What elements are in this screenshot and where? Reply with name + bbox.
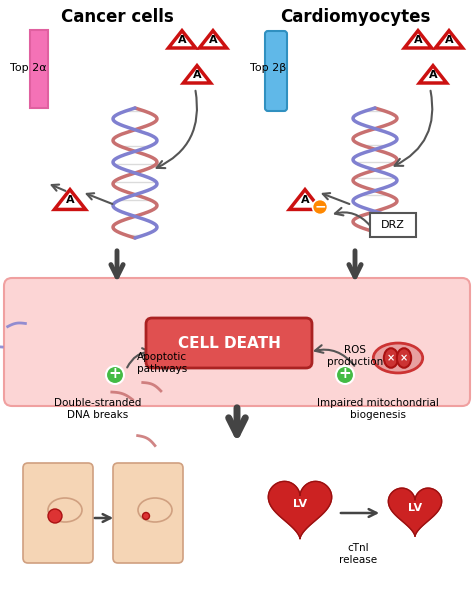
Text: DRZ: DRZ [381, 220, 405, 230]
Text: ROS
production: ROS production [327, 345, 383, 366]
Circle shape [143, 513, 149, 520]
Circle shape [106, 366, 124, 384]
FancyBboxPatch shape [265, 31, 287, 111]
Text: Top 2α: Top 2α [10, 63, 46, 73]
Ellipse shape [48, 498, 82, 522]
Text: CELL DEATH: CELL DEATH [178, 336, 281, 350]
Ellipse shape [374, 343, 423, 373]
Text: A: A [414, 35, 422, 45]
Text: A: A [445, 35, 453, 45]
Ellipse shape [138, 498, 172, 522]
Text: Top 2β: Top 2β [250, 63, 286, 73]
Circle shape [48, 509, 62, 523]
Text: Double-stranded
DNA breaks: Double-stranded DNA breaks [55, 398, 142, 419]
FancyBboxPatch shape [370, 213, 416, 237]
FancyBboxPatch shape [4, 278, 470, 406]
Polygon shape [404, 31, 432, 48]
Polygon shape [419, 66, 447, 83]
Text: Cancer cells: Cancer cells [61, 8, 173, 26]
Polygon shape [183, 66, 210, 83]
Text: ×: × [400, 353, 408, 363]
Polygon shape [55, 189, 86, 210]
FancyBboxPatch shape [23, 463, 93, 563]
Text: A: A [66, 195, 74, 205]
Bar [30, 30, 48, 108]
Text: A: A [209, 35, 217, 45]
Ellipse shape [384, 348, 398, 368]
Text: ×: × [387, 353, 395, 363]
Text: LV: LV [293, 499, 307, 509]
Text: Impaired mitochondrial
biogenesis: Impaired mitochondrial biogenesis [317, 398, 439, 419]
Text: Cardiomyocytes: Cardiomyocytes [280, 8, 430, 26]
Polygon shape [168, 31, 196, 48]
Circle shape [312, 200, 328, 214]
Text: A: A [193, 70, 201, 80]
Text: A: A [178, 35, 186, 45]
Polygon shape [268, 481, 332, 539]
Circle shape [336, 366, 354, 384]
Text: +: + [109, 366, 121, 381]
Text: Apoptotic
pathways: Apoptotic pathways [137, 352, 187, 374]
FancyBboxPatch shape [113, 463, 183, 563]
Polygon shape [200, 31, 227, 48]
Text: −: − [314, 199, 326, 213]
Text: A: A [301, 195, 310, 205]
FancyBboxPatch shape [146, 318, 312, 368]
Text: cTnI
release: cTnI release [339, 543, 377, 565]
Text: A: A [428, 70, 438, 80]
Polygon shape [388, 488, 442, 536]
Text: LV: LV [408, 503, 422, 513]
Polygon shape [290, 189, 320, 210]
Ellipse shape [397, 348, 411, 368]
Polygon shape [435, 31, 463, 48]
Text: +: + [338, 366, 351, 381]
